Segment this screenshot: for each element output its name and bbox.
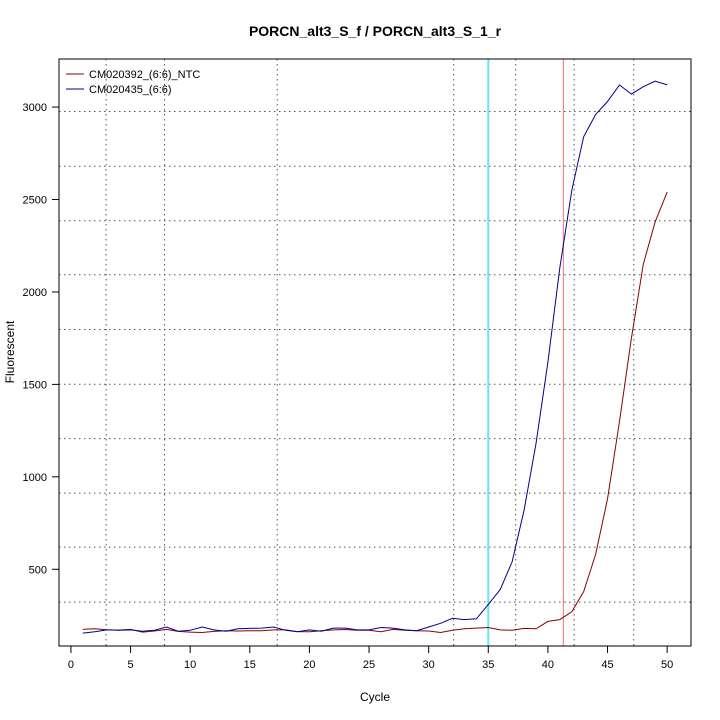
x-tick-label: 50 [661, 659, 673, 671]
series-line-1 [82, 191, 668, 634]
series-line-2 [82, 80, 668, 634]
y-tick-label: 1000 [23, 472, 47, 484]
x-tick-label: 5 [127, 659, 133, 671]
legend-label: CM020392_(6:6)_NTC [89, 69, 200, 81]
x-tick-label: 35 [482, 659, 494, 671]
x-axis: 0 5 10 15 20 25 30 35 40 45 50 [68, 646, 673, 671]
y-axis-label: Fluorescent [3, 320, 17, 383]
x-tick-label: 45 [601, 659, 613, 671]
x-tick-label: 20 [303, 659, 315, 671]
x-axis-label: Cycle [360, 690, 390, 704]
y-tick-label: 1500 [23, 379, 47, 391]
threshold-lines [487, 59, 565, 646]
x-tick-label: 30 [423, 659, 435, 671]
x-tick-label: 0 [68, 659, 74, 671]
y-tick-label: 500 [29, 564, 47, 576]
y-axis: 500 1000 1500 2000 2500 3000 [23, 102, 59, 576]
y-tick-label: 2000 [23, 287, 47, 299]
y-tick-label: 2500 [23, 195, 47, 207]
x-tick-label: 25 [363, 659, 375, 671]
legend: CM020392_(6:6)_NTC CM020435_(6:6) [66, 69, 200, 96]
x-tick-label: 15 [244, 659, 256, 671]
x-tick-label: 40 [542, 659, 554, 671]
plot-frame [58, 58, 692, 647]
legend-label: CM020435_(6:6) [89, 84, 172, 96]
chart-title: PORCN_alt3_S_f / PORCN_alt3_S_1_r [249, 23, 502, 39]
y-tick-label: 3000 [23, 102, 47, 114]
series-lines [82, 80, 668, 634]
x-tick-label: 10 [184, 659, 196, 671]
grid-lines [59, 59, 691, 646]
